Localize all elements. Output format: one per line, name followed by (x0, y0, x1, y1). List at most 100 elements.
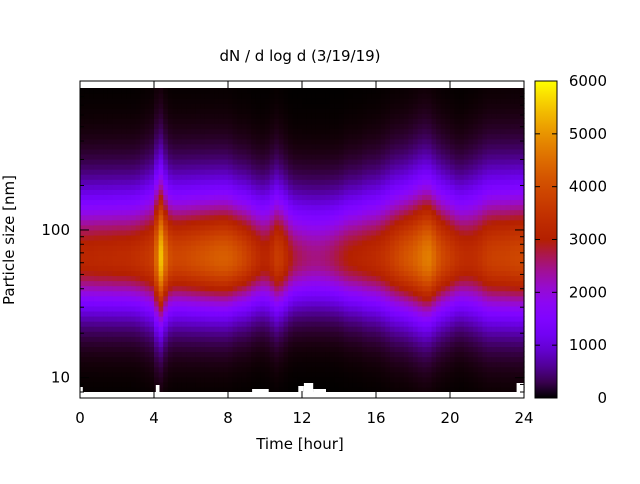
heatmap-cell (339, 371, 345, 378)
heatmap-cell (177, 240, 183, 246)
heatmap-cell (140, 113, 146, 119)
heatmap-cell (288, 123, 294, 130)
heatmap-cell (403, 255, 409, 261)
heatmap-cell (436, 179, 442, 185)
heatmap-cell (426, 194, 433, 201)
heatmap-cell (436, 386, 442, 393)
heatmap-cell (214, 310, 220, 317)
heatmap-cell (399, 265, 405, 271)
heatmap-cell (450, 371, 456, 378)
heatmap-cell (232, 179, 238, 185)
heatmap-cell (417, 280, 423, 287)
heatmap-cell (260, 285, 266, 292)
heatmap-cell (107, 108, 113, 114)
heatmap-cell (158, 123, 164, 130)
heatmap-cell (204, 346, 211, 353)
heatmap-cell (241, 234, 248, 241)
heatmap-cell (177, 255, 183, 261)
heatmap-cell (306, 376, 312, 383)
heatmap-cell (371, 371, 377, 378)
heatmap-cell (149, 351, 155, 358)
heatmap-cell (278, 143, 285, 150)
heatmap-cell (154, 361, 160, 368)
heatmap-cell (352, 184, 359, 190)
heatmap-cell (334, 336, 340, 342)
heatmap-cell (158, 290, 164, 297)
heatmap-cell (380, 234, 386, 241)
heatmap-cell (103, 194, 109, 201)
heatmap-cell (172, 204, 178, 211)
heatmap-cell (389, 285, 396, 292)
heatmap-cell (426, 148, 433, 155)
heatmap-cell (325, 93, 331, 99)
heatmap-cell (103, 381, 109, 388)
heatmap-cell (172, 108, 178, 114)
heatmap-cell (278, 336, 285, 342)
heatmap-cell (454, 245, 460, 251)
heatmap-cell (84, 234, 90, 241)
heatmap-cell (380, 219, 386, 226)
heatmap-cell (394, 386, 400, 393)
heatmap-cell (89, 169, 95, 175)
heatmap-cell (251, 245, 257, 251)
heatmap-cell (302, 164, 308, 170)
heatmap-cell (218, 336, 224, 342)
heatmap-cell (237, 280, 243, 287)
heatmap-cell (436, 310, 442, 317)
heatmap-cell (265, 376, 271, 383)
heatmap-cell (241, 250, 248, 256)
heatmap-cell (334, 128, 340, 135)
heatmap-cell (403, 300, 409, 307)
heatmap-cell (144, 351, 150, 358)
heatmap-cell (140, 270, 146, 277)
heatmap-cell (209, 199, 215, 206)
heatmap-cell (126, 123, 132, 130)
heatmap-cell (339, 128, 345, 135)
heatmap-cell (218, 265, 224, 271)
heatmap-cell (413, 255, 419, 261)
heatmap-cell (329, 133, 335, 140)
heatmap-cell (135, 138, 141, 145)
heatmap-cell (334, 229, 340, 236)
heatmap-cell (297, 336, 303, 342)
heatmap-cell (130, 199, 137, 206)
heatmap-cell (454, 326, 460, 332)
heatmap-cell (149, 184, 155, 190)
heatmap-cell (320, 371, 326, 378)
heatmap-cell (117, 153, 123, 160)
heatmap-cell (223, 255, 229, 261)
heatmap-cell (334, 204, 340, 211)
heatmap-cell (241, 209, 248, 216)
heatmap-cell (154, 371, 160, 378)
heatmap-cell (445, 386, 451, 393)
heatmap-cell (413, 346, 419, 353)
heatmap-cell (450, 316, 456, 322)
heatmap-cell (459, 305, 465, 312)
heatmap-cell (403, 316, 409, 322)
heatmap-cell (149, 93, 155, 99)
heatmap-cell (315, 184, 322, 190)
heatmap-cell (265, 255, 271, 261)
heatmap-cell (371, 229, 377, 236)
heatmap-cell (237, 234, 243, 241)
heatmap-cell (408, 189, 414, 195)
heatmap-cell (255, 255, 261, 261)
heatmap-cell (274, 255, 280, 261)
heatmap-cell (149, 214, 155, 221)
heatmap-cell (117, 209, 123, 216)
heatmap-cell (209, 260, 215, 266)
heatmap-cell (117, 371, 123, 378)
heatmap-cell (269, 356, 275, 363)
heatmap-cell (348, 128, 354, 135)
heatmap-cell (362, 174, 368, 180)
heatmap-cell (417, 240, 423, 246)
heatmap-cell (154, 351, 160, 358)
heatmap-cell (103, 346, 109, 353)
heatmap-cell (394, 224, 400, 231)
heatmap-cell (80, 143, 86, 150)
heatmap-cell (103, 275, 109, 282)
heatmap-cell (463, 316, 470, 322)
heatmap-cell (140, 326, 146, 332)
heatmap-cell (320, 88, 326, 94)
heatmap-cell (241, 143, 248, 150)
